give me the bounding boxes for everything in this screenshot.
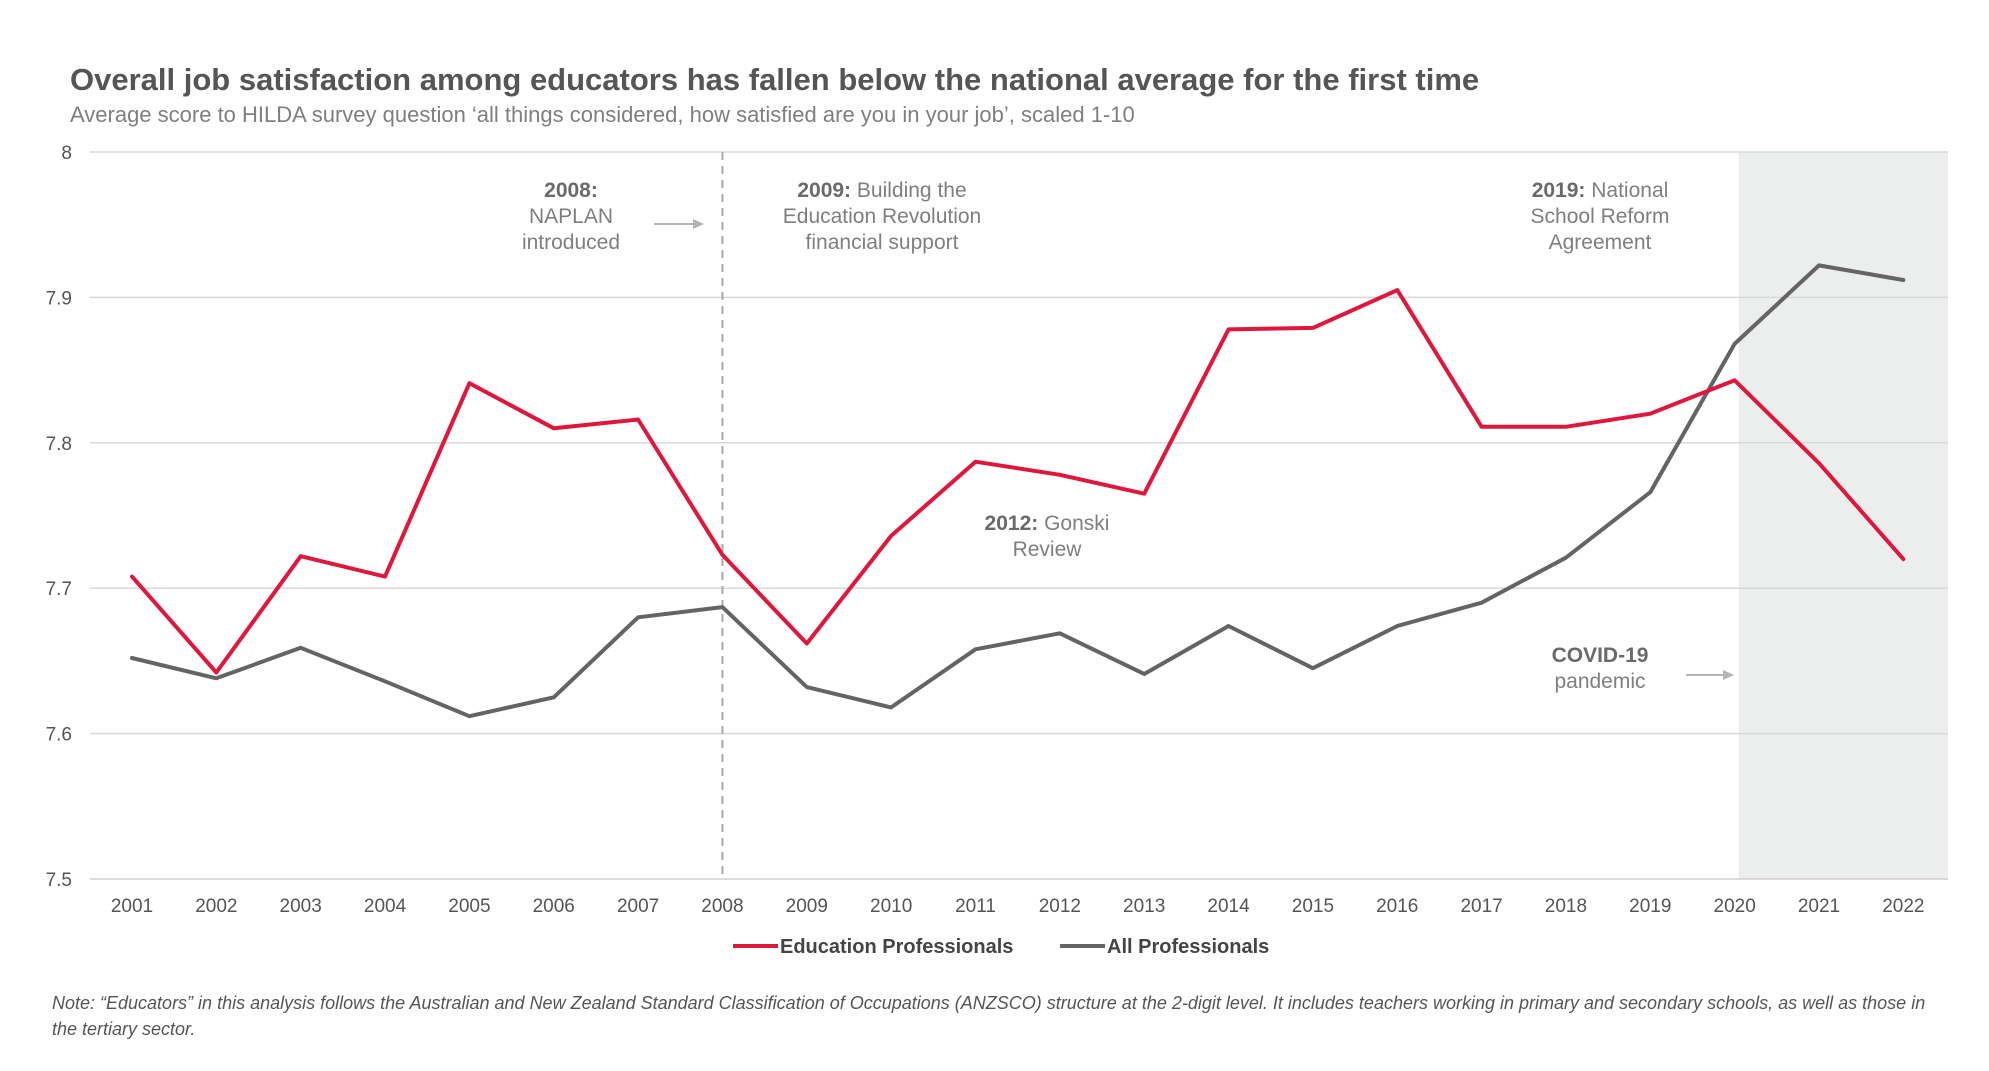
- arrow-naplan-head: [693, 219, 704, 229]
- chart-subtitle: Average score to HILDA survey question ‘…: [70, 102, 1135, 127]
- x-tick-label: 2016: [1376, 896, 1418, 917]
- x-tick-label: 2021: [1798, 896, 1840, 917]
- x-tick-label: 2010: [870, 896, 912, 917]
- x-tick-label: 2011: [955, 896, 996, 917]
- y-tick-label: 7.6: [46, 725, 72, 746]
- x-tick-label: 2018: [1545, 896, 1587, 917]
- arrow-covid-head: [1723, 670, 1734, 680]
- y-tick-label: 7.7: [46, 579, 72, 600]
- legend-label: All Professionals: [1107, 936, 1269, 958]
- y-axis: 7.5 7.6 7.7 7.8 7.9 8: [46, 143, 72, 891]
- x-tick-label: 2006: [533, 896, 575, 917]
- x-tick-label: 2008: [701, 896, 743, 917]
- x-tick-label: 2017: [1460, 896, 1502, 917]
- annotation-ber: 2009: Building the Education Revolution fi…: [783, 179, 981, 254]
- annotation-covid: COVID-19 pandemic: [1552, 644, 1649, 693]
- series-lines: [130, 263, 1906, 719]
- series-line-all-professionals: [130, 263, 1906, 719]
- x-tick-label: 2015: [1292, 896, 1334, 917]
- shaded-region-covid: [1738, 152, 1948, 879]
- annotation-naplan: 2008: NAPLAN introduced: [522, 179, 620, 254]
- y-tick-label: 7.9: [46, 288, 72, 309]
- chart-title: Overall job satisfaction among educators…: [70, 62, 1480, 97]
- x-tick-label: 2013: [1123, 896, 1165, 917]
- chart-note: Note: “Educators” in this analysis follo…: [52, 993, 1926, 1040]
- x-tick-label: 2022: [1882, 896, 1924, 917]
- y-tick-label: 7.8: [46, 434, 72, 455]
- x-tick-label: 2001: [111, 896, 153, 917]
- annotation-nsra: 2019: National School Reform Agreement: [1531, 179, 1670, 254]
- chart-background: [1738, 152, 1948, 879]
- x-tick-label: 2005: [448, 896, 490, 917]
- legend: Education Professionals All Professionals: [733, 936, 1269, 958]
- x-axis: 2001 2002 2003 2004 2005 2006 2007 2008 2009 2010…: [111, 896, 1925, 917]
- x-tick-label: 2004: [364, 896, 407, 917]
- annotations: 2008: NAPLAN introduced 2009: Building the E…: [522, 179, 1734, 693]
- x-tick-label: 2009: [786, 896, 828, 917]
- annotation-gonski: 2012: Gonski Review: [985, 512, 1110, 561]
- x-tick-label: 2020: [1714, 896, 1756, 917]
- x-tick-label: 2019: [1629, 896, 1671, 917]
- x-tick-label: 2007: [617, 896, 659, 917]
- x-tick-label: 2003: [280, 896, 322, 917]
- x-tick-label: 2012: [1039, 896, 1081, 917]
- y-tick-label: 7.5: [46, 870, 72, 891]
- legend-label: Education Professionals: [780, 936, 1013, 958]
- x-tick-label: 2002: [195, 896, 237, 917]
- x-tick-label: 2014: [1207, 896, 1250, 917]
- y-tick-label: 8: [61, 143, 72, 164]
- series-line-education-professionals: [130, 288, 1906, 675]
- gridlines: [90, 151, 1948, 880]
